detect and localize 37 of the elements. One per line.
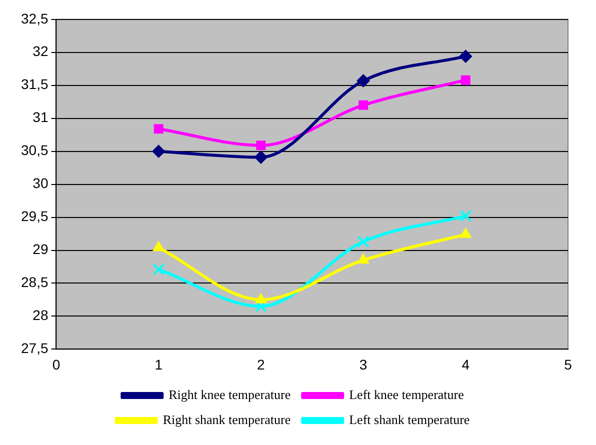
y-tick-label: 29: [32, 241, 48, 258]
x-tick-label: 5: [564, 356, 572, 372]
legend-label: Right knee temperature: [168, 386, 291, 402]
y-tick-label: 31,5: [21, 76, 48, 92]
point: [358, 254, 369, 264]
y-tick-label: 31: [32, 109, 48, 126]
legend-label: Right shank temperature: [162, 412, 291, 427]
point: [357, 236, 370, 248]
legend-label: Left knee temperature: [349, 386, 464, 402]
x-tick-label: 0: [52, 356, 60, 372]
y-tick-label: 32: [32, 43, 48, 60]
x-tick-label: 1: [154, 356, 163, 372]
y-tick-label: 32,5: [21, 10, 48, 26]
legend-label: Left shank temperature: [349, 412, 470, 427]
point: [152, 263, 165, 276]
y-tick-label: 27,5: [21, 340, 48, 356]
point: [358, 100, 368, 110]
point: [459, 50, 472, 63]
point: [152, 241, 164, 252]
point: [255, 300, 267, 312]
point: [460, 210, 472, 222]
y-tick-label: 29,5: [21, 208, 48, 224]
point: [460, 75, 470, 85]
point: [254, 150, 268, 164]
x-tick-label: 4: [462, 356, 470, 372]
x-tick-label: 2: [257, 356, 266, 372]
point: [460, 228, 472, 238]
point: [154, 124, 164, 134]
y-tick-label: 28: [32, 307, 48, 324]
y-tick-label: 28,5: [21, 274, 48, 290]
point: [152, 144, 166, 158]
y-tick-label: 30: [32, 175, 48, 192]
point: [255, 293, 267, 304]
point: [356, 74, 370, 88]
x-tick-label: 3: [359, 356, 368, 372]
y-tick-label: 30,5: [21, 142, 48, 158]
point: [256, 140, 266, 150]
